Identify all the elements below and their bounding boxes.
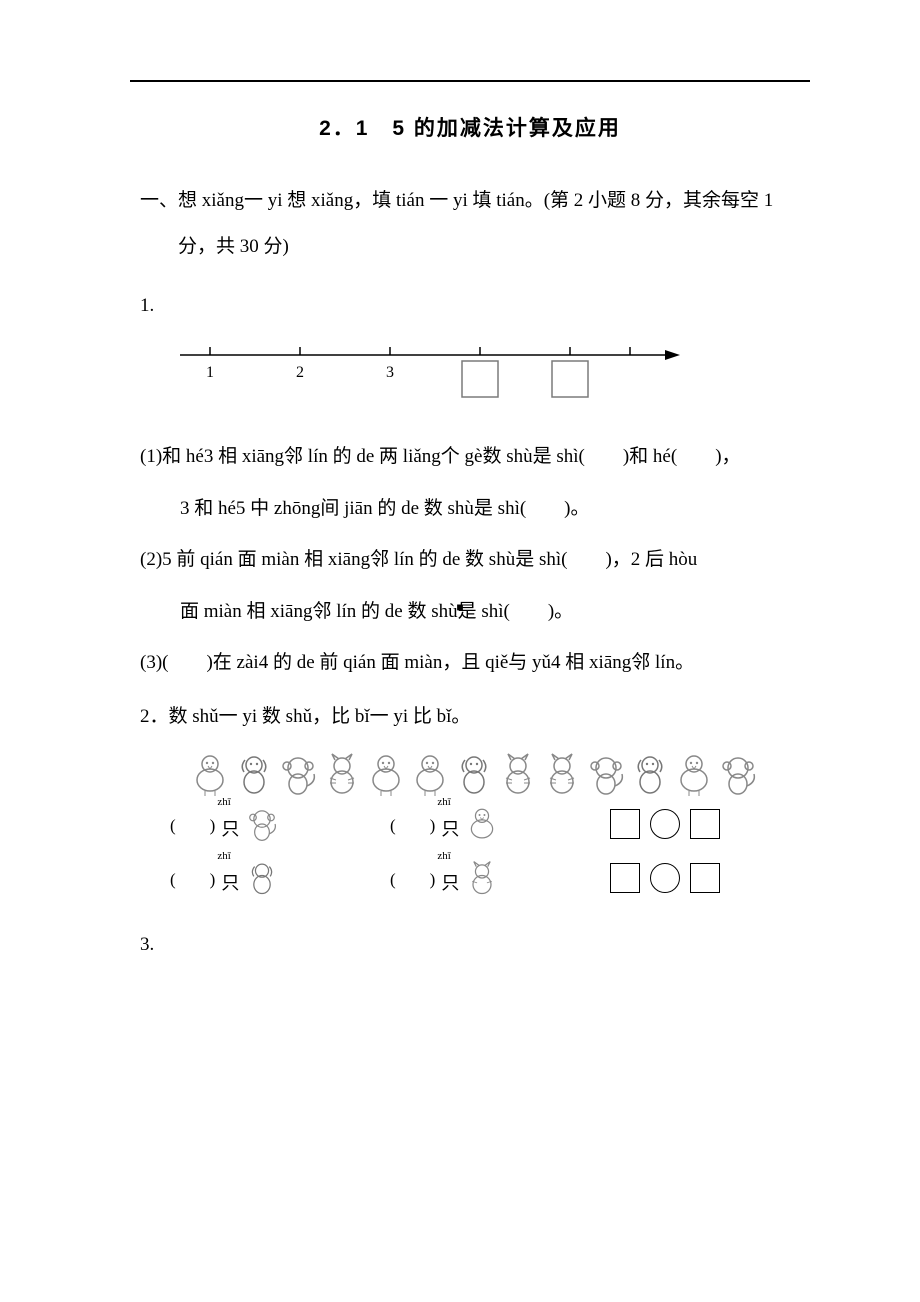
- numline-tick-2: 2: [296, 364, 304, 381]
- zhi-label: zhī 只: [221, 863, 239, 893]
- zhi-label: zhī 只: [441, 809, 459, 839]
- dog-icon: [630, 752, 670, 796]
- circle-blank-icon: [650, 809, 680, 839]
- section-1-heading: 一、想 xiǎng一 yi 想 xiǎng，填 tián 一 yi 填 tián…: [140, 178, 800, 269]
- doc-title: 2．1 5 的加减法计算及应用: [140, 112, 800, 142]
- q1-label: 1.: [140, 285, 800, 327]
- dog-icon: [454, 752, 494, 796]
- page: 2．1 5 的加减法计算及应用 一、想 xiǎng一 yi 想 xiǎng，填 …: [0, 0, 920, 1302]
- cat-icon: [542, 752, 582, 796]
- zhi-label: zhī 只: [441, 863, 459, 893]
- monkey-icon: [718, 752, 758, 796]
- numline-blank-box-1: [462, 361, 498, 397]
- q1-2-line2: 面 miàn 相 xiāng邻 lín 的 de 数 shù是 shì( )。: [140, 589, 800, 635]
- chick-icon: [674, 752, 714, 796]
- chick-icon: [190, 752, 230, 796]
- chick-icon: [465, 806, 499, 842]
- q1-1-line1: (1)和 hé3 相 xiāng邻 lín 的 de 两 liǎng个 gè数 …: [140, 434, 800, 480]
- count-monkey: ( ) zhī 只: [170, 806, 390, 842]
- count-row-b: ( ) zhī 只 ( ) zhī 只: [170, 860, 800, 896]
- count-row-a: ( ) zhī 只 ( ) zhī 只: [170, 806, 800, 842]
- chick-icon: [410, 752, 450, 796]
- paren-blank: ( ): [170, 811, 215, 836]
- square-blank-icon: [690, 863, 720, 893]
- monkey-icon: [586, 752, 626, 796]
- circle-blank-icon: [650, 863, 680, 893]
- q1-3: (3)( )在 zài4 的 de 前 qián 面 miàn，且 qiě与 y…: [140, 640, 800, 686]
- number-line-figure: 1 2 3: [170, 335, 800, 410]
- count-cat: ( ) zhī 只: [390, 860, 610, 896]
- cat-icon: [322, 752, 362, 796]
- numline-tick-3: 3: [386, 364, 394, 381]
- paren-blank: ( ): [390, 811, 435, 836]
- square-blank-icon: [690, 809, 720, 839]
- zhi-label: zhī 只: [221, 809, 239, 839]
- compare-b: [610, 863, 720, 893]
- square-blank-icon: [610, 863, 640, 893]
- paren-blank: ( ): [390, 865, 435, 890]
- monkey-icon: [245, 806, 279, 842]
- count-chick: ( ) zhī 只: [390, 806, 610, 842]
- dog-icon: [234, 752, 274, 796]
- chick-icon: [366, 752, 406, 796]
- square-blank-icon: [610, 809, 640, 839]
- number-line-svg: 1 2 3: [170, 335, 690, 405]
- cat-icon: [465, 860, 499, 896]
- q1-1-line2: 3 和 hé5 中 zhōng间 jiān 的 de 数 shù是 shì( )…: [140, 486, 800, 532]
- q3-label: 3.: [140, 924, 800, 966]
- numline-blank-box-2: [552, 361, 588, 397]
- q1-2-line1: (2)5 前 qián 面 miàn 相 xiāng邻 lín 的 de 数 s…: [140, 537, 800, 583]
- q2-label: 2．数 shǔ一 yi 数 shǔ，比 bǐ一 yi 比 bǐ。: [140, 696, 800, 738]
- compare-a: [610, 809, 720, 839]
- paren-blank: ( ): [170, 865, 215, 890]
- monkey-icon: [278, 752, 318, 796]
- watermark-icon: ■: [456, 600, 463, 614]
- numline-tick-1: 1: [206, 364, 214, 381]
- dog-icon: [245, 860, 279, 896]
- cat-icon: [498, 752, 538, 796]
- count-dog: ( ) zhī 只: [170, 860, 390, 896]
- animals-row: [190, 752, 800, 796]
- header-rule: [130, 80, 810, 82]
